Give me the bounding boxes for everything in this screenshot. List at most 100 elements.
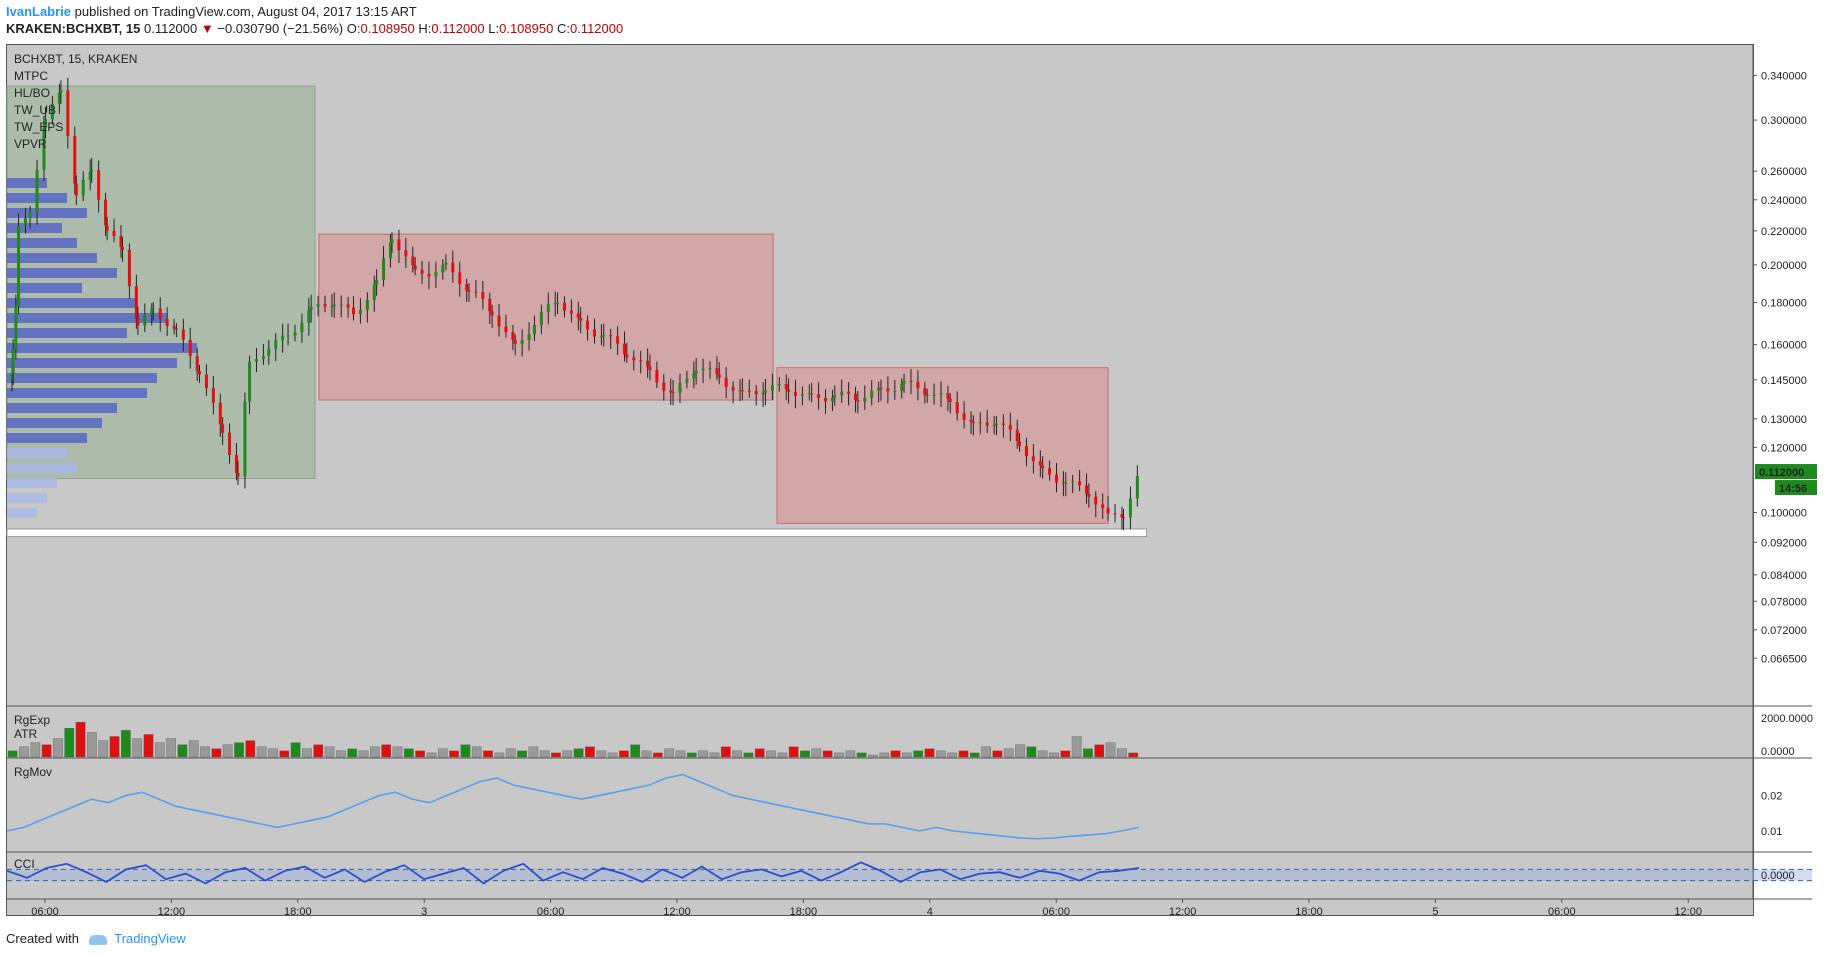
volume-bar — [720, 746, 731, 758]
candle-up — [527, 334, 531, 341]
candle-down — [1031, 456, 1035, 462]
volume-bar — [279, 750, 290, 758]
candle-down — [511, 332, 515, 340]
candle-down — [481, 292, 485, 299]
candle-down — [1078, 481, 1082, 486]
vpvr-bar — [7, 283, 82, 293]
time-tick-label: 18:00 — [790, 906, 818, 918]
volume-bar — [879, 752, 890, 758]
candle-up — [375, 279, 379, 285]
close-value: 0.112000 — [569, 21, 624, 36]
volume-bar — [675, 750, 686, 758]
candle-up — [994, 423, 998, 426]
candle-down — [474, 291, 478, 293]
volume-bar — [1117, 748, 1127, 758]
price-tick-label: 0.084000 — [1761, 570, 1807, 582]
time-tick-label: 4 — [927, 906, 933, 918]
countdown-label: 14:56 — [1779, 483, 1807, 495]
candle-up — [59, 90, 63, 93]
candle-down — [112, 230, 116, 236]
candle-down — [346, 304, 350, 308]
candle-up — [863, 397, 867, 402]
candle-up — [248, 361, 252, 402]
candle-up — [992, 425, 996, 427]
candle-down — [1018, 441, 1022, 447]
candle-down — [451, 262, 455, 273]
publish-info: IvanLabrie published on TradingView.com,… — [6, 4, 417, 19]
price-tick-label: 0.180000 — [1761, 298, 1807, 310]
volume-bar — [302, 748, 312, 758]
vpvr-bar — [7, 448, 67, 458]
candle-up — [35, 169, 39, 213]
high-value: 0.112000 — [431, 21, 485, 36]
legend-item: VPVR — [14, 137, 47, 151]
candle-up — [316, 303, 320, 307]
volume-bar — [245, 740, 256, 758]
candle-up — [151, 308, 155, 310]
candle-up — [339, 304, 343, 306]
volume-bar — [845, 750, 856, 758]
volume-bar — [652, 752, 663, 758]
candle-down — [576, 313, 580, 318]
candle-up — [286, 335, 290, 337]
candle-up — [777, 384, 781, 386]
candle-up — [143, 314, 147, 326]
volume-bar — [336, 750, 346, 758]
candle-down — [1001, 423, 1005, 426]
atr-label: ATR — [14, 727, 37, 741]
candle-down — [420, 269, 424, 274]
change-value: −0.030790 (−21.56%) — [217, 21, 344, 36]
candle-down — [948, 398, 952, 402]
vpvr-bar — [7, 463, 77, 473]
candle-up — [444, 262, 448, 265]
rgmov-tick-label: 0.02 — [1761, 791, 1782, 803]
candle-down — [66, 90, 70, 136]
volume-bar — [800, 750, 810, 758]
vpvr-bar — [7, 208, 87, 218]
volume-bar — [732, 750, 742, 758]
candle-up — [10, 373, 14, 380]
candle-down — [121, 246, 124, 250]
legend-item: BCHXBT, 15, KRAKEN — [14, 52, 137, 66]
volume-bar — [788, 746, 799, 758]
candle-down — [497, 315, 501, 327]
candle-up — [382, 258, 386, 280]
candle-up — [254, 359, 258, 362]
open-label: O: — [346, 21, 361, 36]
time-tick-label: 18:00 — [1295, 906, 1323, 918]
candle-down — [847, 391, 851, 394]
price-tick-label: 0.066500 — [1761, 653, 1807, 665]
volume-bar — [188, 740, 199, 758]
candle-down — [971, 421, 975, 423]
candle-up — [1128, 498, 1132, 518]
cci-label: CCI — [14, 857, 35, 871]
candle-down — [195, 356, 199, 372]
time-tick-label: 12:00 — [663, 906, 691, 918]
candle-down — [488, 298, 492, 312]
candle-down — [397, 239, 401, 251]
tradingview-brand[interactable]: TradingView — [114, 931, 186, 946]
volume-bar — [154, 742, 165, 758]
legend-item: TW_UB — [14, 103, 56, 117]
volume-bar — [211, 748, 222, 758]
candle-up — [243, 401, 247, 477]
vpvr-bar — [7, 478, 57, 488]
candle-down — [352, 307, 355, 315]
candle-up — [293, 332, 297, 336]
candle-up — [23, 217, 27, 226]
volume-bar — [483, 750, 493, 758]
candle-down — [731, 387, 735, 391]
candle-down — [886, 388, 890, 392]
candle-up — [553, 302, 557, 305]
volume-bar — [75, 721, 86, 758]
candle-up — [441, 264, 445, 273]
vpvr-bar — [7, 223, 62, 233]
candle-down — [234, 455, 238, 473]
candle-down — [1015, 429, 1019, 442]
volume-bar — [607, 752, 618, 758]
candle-down — [1008, 425, 1012, 430]
candle-down — [1094, 496, 1098, 505]
candle-up — [599, 336, 603, 338]
author-name[interactable]: IvanLabrie — [6, 4, 72, 19]
